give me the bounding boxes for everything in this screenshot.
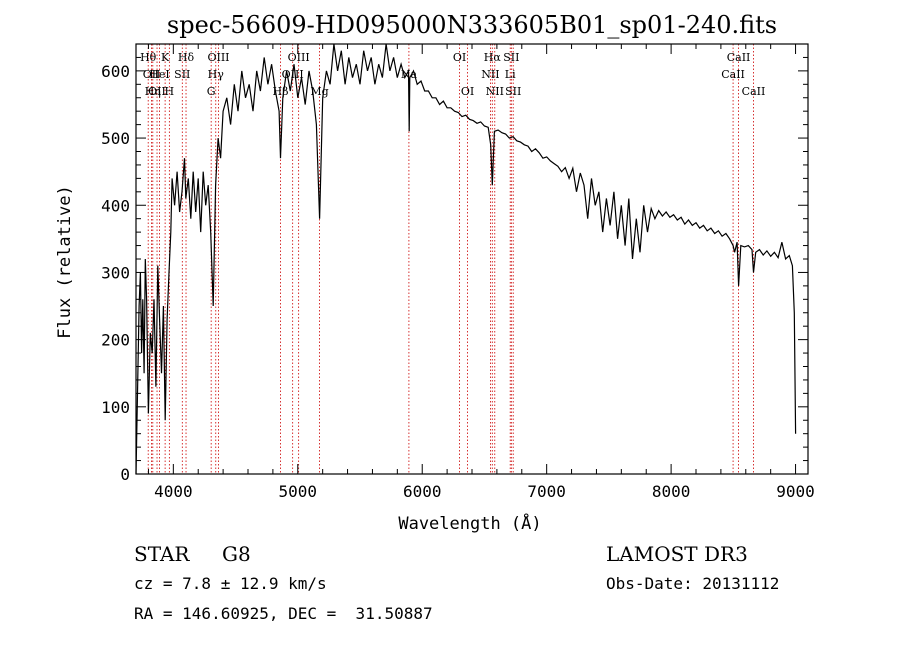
y-tick-label: 500: [101, 129, 130, 148]
spectral-line-label: K: [161, 51, 170, 64]
chart-title: spec-56609-HD095000N333605B01_sp01-240.f…: [167, 11, 777, 39]
spectrum-series-line: [135, 43, 797, 475]
x-tick-label: 6000: [403, 482, 442, 501]
spectral-line-label: OI: [453, 51, 466, 64]
y-tick-label: 400: [101, 196, 130, 215]
spectral-line-label: NII: [486, 85, 504, 98]
survey-name: LAMOST DR3: [606, 542, 748, 566]
spectral-line-label: OI: [461, 85, 474, 98]
spectral-line-label: SII: [174, 68, 190, 81]
spectral-line-label: Hη: [145, 85, 161, 98]
x-tick-label: 9000: [776, 482, 815, 501]
coordinates-info: RA = 146.60925, DEC = 31.50887: [134, 604, 433, 623]
y-tick-label: 0: [120, 465, 130, 484]
spectral-line-label: OII: [148, 85, 166, 98]
y-tick-label: 100: [101, 398, 130, 417]
plot-frame: [135, 43, 809, 475]
x-tick-label: 7000: [527, 482, 566, 501]
spectral-line-label: Hδ: [178, 51, 195, 64]
observation-date: Obs-Date: 20131112: [606, 574, 779, 593]
y-tick-label: 200: [101, 331, 130, 350]
spectral-line-label: SII: [503, 51, 519, 64]
spectral-line-label: CaII: [742, 85, 766, 98]
spectral-line-label: Hγ: [208, 68, 225, 81]
spectral-line-labels: HθOIIHηOIIHeIKHSIIHδGHγOIIIHβOIIIOIIIMgN…: [140, 51, 765, 98]
axis-ticks: 4000 5000 6000 7000 8000 9000 0 100 200 300 400 500…: [101, 44, 815, 501]
spectral-line-label: G: [207, 85, 216, 98]
spectral-line-label: H: [165, 85, 175, 98]
spectral-line-label: Li: [505, 68, 516, 81]
spectral-line-label: OIII: [288, 51, 310, 64]
spectral-line-label: Hα: [484, 51, 502, 64]
spectral-line-label: HeI: [149, 68, 169, 81]
y-tick-label: 300: [101, 263, 130, 282]
x-tick-label: 5000: [279, 482, 318, 501]
x-tick-label: 8000: [652, 482, 691, 501]
spectral-line-label: OII: [143, 68, 161, 81]
object-class: STAR: [134, 542, 190, 566]
spectral-line-label: CaII: [727, 51, 751, 64]
x-tick-label: 4000: [154, 482, 193, 501]
spectral-line-label: OIII: [207, 51, 229, 64]
spectral-line-label: SII: [505, 85, 521, 98]
y-axis-label: Flux (relative): [55, 185, 75, 339]
spectral-line-markers: [147, 44, 754, 474]
spectral-line-label: CaII: [721, 68, 745, 81]
x-axis-label: Wavelength (Å): [398, 512, 541, 534]
spectral-line-label: Hθ: [140, 51, 157, 64]
y-tick-label: 600: [101, 62, 130, 81]
spectral-line-label: NII: [481, 68, 499, 81]
object-subclass: G8: [222, 542, 251, 566]
redshift-info: cz = 7.8 ± 12.9 km/s: [134, 574, 327, 593]
